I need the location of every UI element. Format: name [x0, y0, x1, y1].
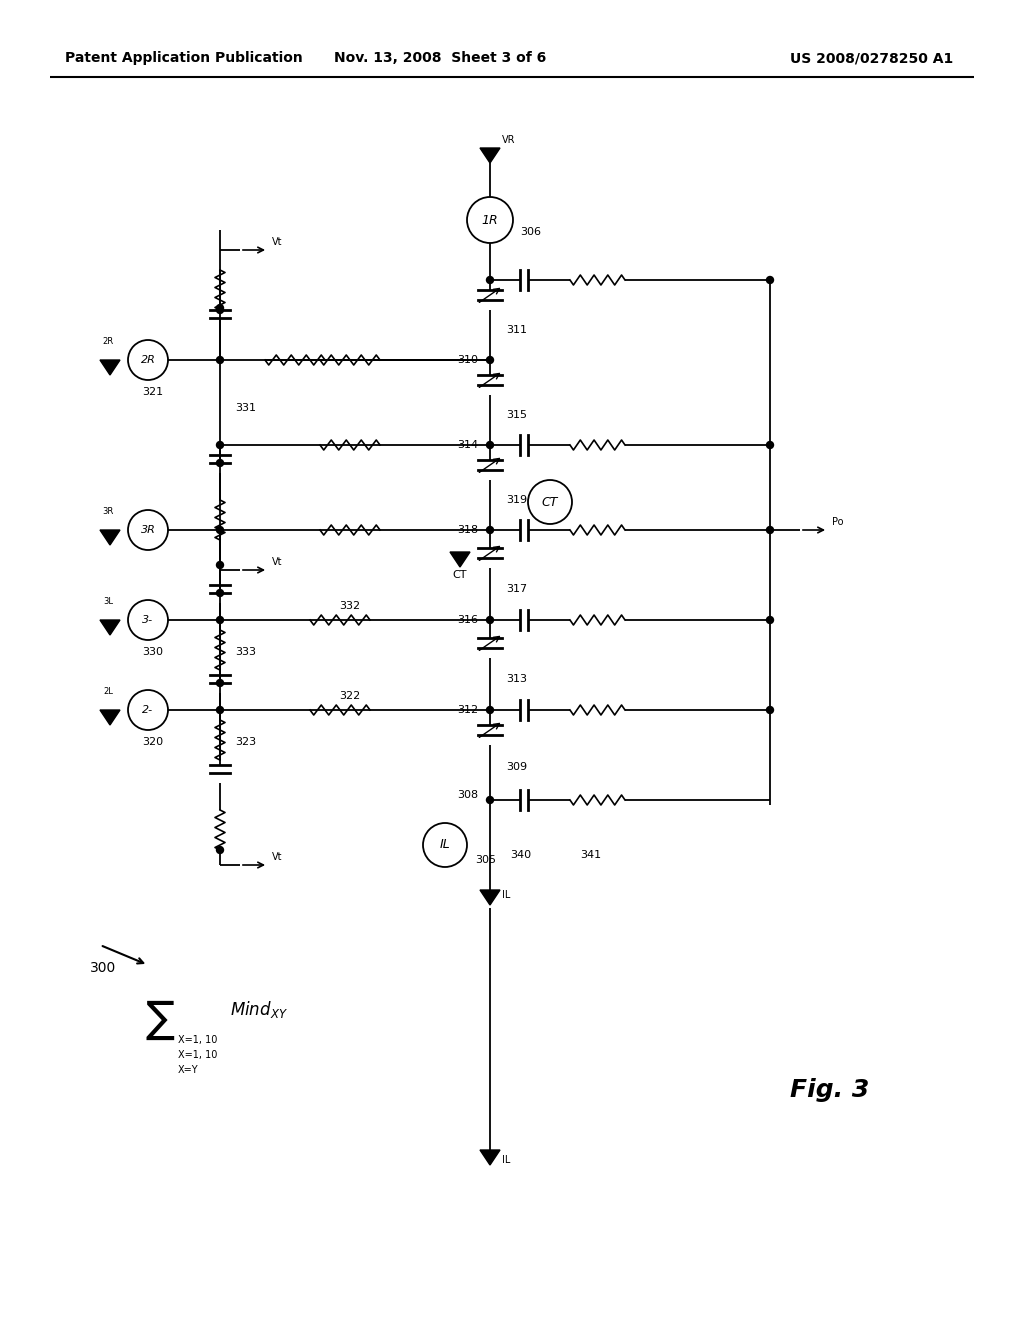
Circle shape: [216, 306, 223, 314]
Circle shape: [486, 796, 494, 804]
Text: Vt: Vt: [272, 851, 283, 862]
Text: Fig. 3: Fig. 3: [790, 1078, 869, 1102]
Circle shape: [767, 616, 773, 623]
Circle shape: [767, 706, 773, 714]
Text: 2L: 2L: [103, 688, 113, 697]
Text: 315: 315: [506, 411, 527, 420]
Text: IL: IL: [502, 1155, 510, 1166]
Circle shape: [216, 356, 223, 363]
Text: 311: 311: [506, 325, 527, 335]
Circle shape: [216, 846, 223, 854]
Text: 3L: 3L: [103, 598, 113, 606]
Text: 305: 305: [475, 855, 496, 865]
Polygon shape: [100, 620, 120, 635]
Text: 331: 331: [234, 403, 256, 413]
Circle shape: [216, 305, 223, 312]
Text: VR: VR: [502, 135, 515, 145]
Polygon shape: [100, 531, 120, 545]
Polygon shape: [100, 710, 120, 725]
Text: 1R: 1R: [481, 214, 499, 227]
Text: 2R: 2R: [102, 338, 114, 346]
Circle shape: [486, 356, 494, 363]
Circle shape: [216, 441, 223, 449]
Text: 341: 341: [580, 850, 601, 861]
Text: 3R: 3R: [102, 507, 114, 516]
Text: Vt: Vt: [272, 238, 283, 247]
Text: 333: 333: [234, 647, 256, 657]
Text: CT: CT: [542, 495, 558, 508]
Text: 323: 323: [234, 737, 256, 747]
Circle shape: [767, 527, 773, 533]
Text: 332: 332: [339, 601, 360, 611]
Circle shape: [216, 616, 223, 623]
Text: $\sum$: $\sum$: [145, 998, 175, 1041]
Text: IL: IL: [439, 838, 451, 851]
Circle shape: [216, 680, 223, 686]
Text: 314: 314: [457, 440, 478, 450]
Text: 309: 309: [506, 762, 527, 772]
Text: Nov. 13, 2008  Sheet 3 of 6: Nov. 13, 2008 Sheet 3 of 6: [334, 51, 546, 65]
Text: 317: 317: [506, 583, 527, 594]
Text: $Mind_{XY}$: $Mind_{XY}$: [230, 999, 288, 1020]
Text: 322: 322: [339, 690, 360, 701]
Text: 300: 300: [90, 961, 117, 975]
Circle shape: [216, 561, 223, 569]
Text: IL: IL: [502, 890, 510, 900]
Circle shape: [486, 441, 494, 449]
Circle shape: [767, 276, 773, 284]
Text: 330: 330: [142, 647, 164, 657]
Text: 313: 313: [506, 675, 527, 684]
Circle shape: [486, 527, 494, 533]
Text: 306: 306: [520, 227, 541, 238]
Circle shape: [216, 527, 223, 533]
Text: 320: 320: [142, 737, 164, 747]
Text: 321: 321: [142, 387, 164, 397]
Text: X=Y: X=Y: [178, 1065, 199, 1074]
Text: 310: 310: [457, 355, 478, 366]
Circle shape: [216, 590, 223, 597]
Text: 316: 316: [457, 615, 478, 624]
Text: US 2008/0278250 A1: US 2008/0278250 A1: [790, 51, 953, 65]
Circle shape: [486, 616, 494, 623]
Text: 2R: 2R: [140, 355, 156, 366]
Polygon shape: [480, 148, 500, 162]
Text: 3-: 3-: [142, 615, 154, 624]
Circle shape: [486, 276, 494, 284]
Polygon shape: [100, 360, 120, 375]
Text: 2-: 2-: [142, 705, 154, 715]
Circle shape: [486, 706, 494, 714]
Polygon shape: [450, 552, 470, 568]
Text: X=1, 10: X=1, 10: [178, 1035, 217, 1045]
Text: X=1, 10: X=1, 10: [178, 1049, 217, 1060]
Polygon shape: [480, 1150, 500, 1166]
Text: 312: 312: [457, 705, 478, 715]
Circle shape: [216, 706, 223, 714]
Circle shape: [767, 441, 773, 449]
Text: CT: CT: [453, 570, 467, 579]
Text: 318: 318: [457, 525, 478, 535]
Text: Po: Po: [831, 517, 844, 527]
Text: 308: 308: [457, 789, 478, 800]
Text: 340: 340: [510, 850, 531, 861]
Text: 319: 319: [506, 495, 527, 506]
Text: 3R: 3R: [140, 525, 156, 535]
Circle shape: [216, 459, 223, 466]
Text: Patent Application Publication: Patent Application Publication: [65, 51, 303, 65]
Polygon shape: [480, 890, 500, 906]
Text: Vt: Vt: [272, 557, 283, 568]
